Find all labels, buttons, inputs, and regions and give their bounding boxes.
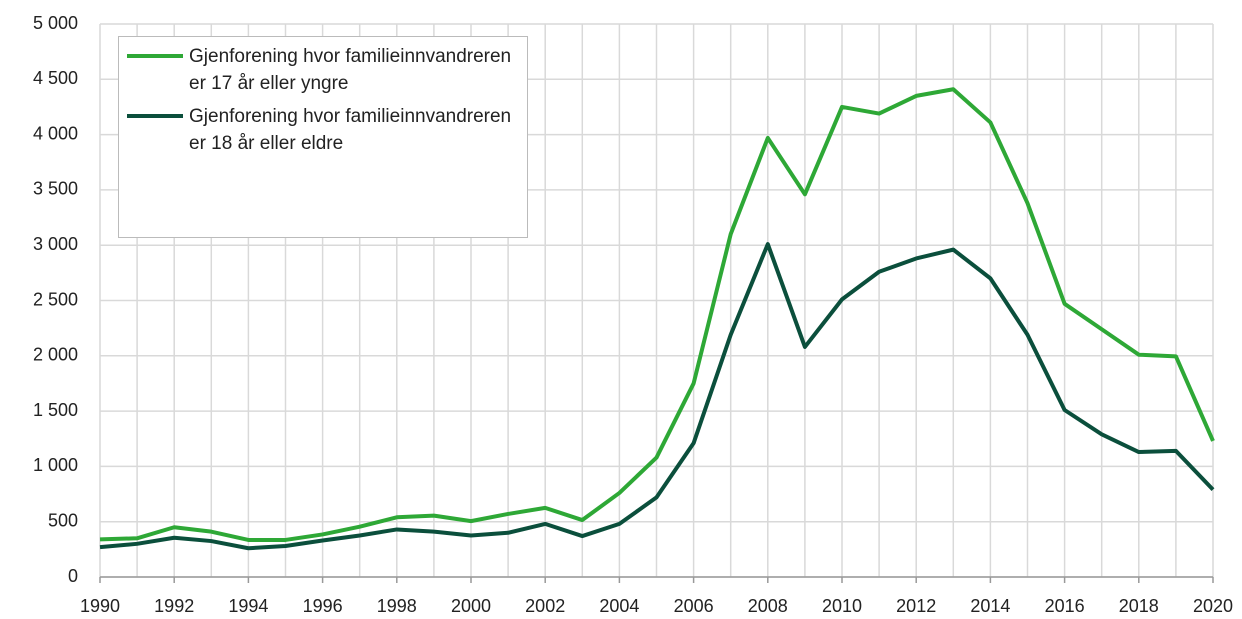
x-tick-label: 1994 bbox=[228, 596, 268, 616]
y-tick-label: 4 500 bbox=[33, 68, 78, 88]
x-tick-label: 1990 bbox=[80, 596, 120, 616]
legend-swatch bbox=[127, 54, 183, 58]
y-tick-label: 2 000 bbox=[33, 345, 78, 365]
legend: Gjenforening hvor familieinnvandreren er… bbox=[118, 36, 528, 238]
legend-item: Gjenforening hvor familieinnvandreren er… bbox=[127, 43, 519, 97]
legend-item: Gjenforening hvor familieinnvandreren er… bbox=[127, 103, 519, 157]
x-tick-label: 2010 bbox=[822, 596, 862, 616]
y-tick-label: 5 000 bbox=[33, 13, 78, 33]
x-tick-label: 1998 bbox=[377, 596, 417, 616]
x-tick-label: 2004 bbox=[599, 596, 639, 616]
x-tick-label: 2012 bbox=[896, 596, 936, 616]
legend-label: Gjenforening hvor familieinnvandreren er… bbox=[189, 106, 512, 154]
x-tick-label: 2008 bbox=[748, 596, 788, 616]
x-tick-label: 2020 bbox=[1193, 596, 1233, 616]
y-tick-label: 500 bbox=[48, 510, 78, 530]
x-tick-label: 2016 bbox=[1045, 596, 1085, 616]
x-tick-label: 2002 bbox=[525, 596, 565, 616]
x-tick-label: 2006 bbox=[674, 596, 714, 616]
series-line bbox=[99, 87, 1215, 542]
y-tick-label: 1 000 bbox=[33, 455, 78, 475]
legend-label: Gjenforening hvor familieinnvandreren er… bbox=[189, 46, 512, 94]
y-tick-label: 0 bbox=[68, 566, 78, 586]
y-tick-label: 4 000 bbox=[33, 123, 78, 143]
y-tick-label: 3 500 bbox=[33, 179, 78, 199]
x-tick-label: 2000 bbox=[451, 596, 491, 616]
x-tick-label: 2014 bbox=[970, 596, 1010, 616]
legend-swatch bbox=[127, 114, 183, 118]
y-tick-label: 2 500 bbox=[33, 289, 78, 309]
x-tick-label: 2018 bbox=[1119, 596, 1159, 616]
x-tick-label: 1992 bbox=[154, 596, 194, 616]
y-tick-label: 1 500 bbox=[33, 400, 78, 420]
x-tick-label: 1996 bbox=[303, 596, 343, 616]
series-line bbox=[99, 242, 1215, 551]
y-tick-label: 3 000 bbox=[33, 234, 78, 254]
